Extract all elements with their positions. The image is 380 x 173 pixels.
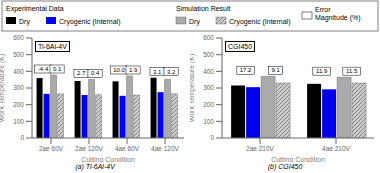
svg-text:3.1: 3.1 xyxy=(153,69,162,75)
svg-text:4ae 210V: 4ae 210V xyxy=(322,145,350,152)
svg-text:Error: Error xyxy=(315,6,331,13)
svg-text:400: 400 xyxy=(13,68,24,75)
svg-text:400: 400 xyxy=(203,68,214,75)
svg-text:300: 300 xyxy=(203,84,214,91)
html-text:(a) Ti-6Al-4V: (a) Ti-6Al-4V xyxy=(75,163,115,170)
svg-text:Work Temperature (K): Work Temperature (K) xyxy=(190,54,196,123)
svg-text:0.4: 0.4 xyxy=(91,70,100,76)
svg-text:600: 600 xyxy=(203,34,214,41)
svg-text:Cryogenic (Internal): Cryogenic (Internal) xyxy=(229,18,290,26)
svg-text:Magnitude (%): Magnitude (%) xyxy=(315,14,361,22)
svg-text:500: 500 xyxy=(203,51,214,58)
svg-text:3.2: 3.2 xyxy=(167,69,176,75)
html-text:CGI450: CGI450 xyxy=(228,43,253,50)
svg-text:600: 600 xyxy=(13,34,24,41)
svg-text:100: 100 xyxy=(203,118,214,125)
svg-text:300: 300 xyxy=(13,84,24,91)
svg-text:200: 200 xyxy=(203,101,214,108)
svg-text:100: 100 xyxy=(13,118,24,125)
svg-text:2ae 60V: 2ae 60V xyxy=(39,145,64,152)
svg-text:200: 200 xyxy=(13,101,24,108)
svg-text:1.9: 1.9 xyxy=(129,67,138,73)
svg-text:Dry: Dry xyxy=(19,18,30,26)
svg-text:-4.4: -4.4 xyxy=(38,66,49,72)
svg-text:500: 500 xyxy=(13,51,24,58)
svg-text:4ae 60V: 4ae 60V xyxy=(115,145,140,152)
svg-text:10.0: 10.0 xyxy=(113,67,125,73)
svg-text:4ae 120V: 4ae 120V xyxy=(151,145,179,152)
svg-text:2ae 210V: 2ae 210V xyxy=(246,145,274,152)
svg-text:11.9: 11.9 xyxy=(316,68,328,74)
svg-text:Cryogenic (Internal): Cryogenic (Internal) xyxy=(59,18,120,26)
svg-text:Experimental Data: Experimental Data xyxy=(8,5,64,13)
svg-text:17.2: 17.2 xyxy=(240,67,252,73)
html-text:(b) CGI450: (b) CGI450 xyxy=(267,163,303,170)
svg-text:2.7: 2.7 xyxy=(77,70,86,76)
svg-text:Cutting Condition: Cutting Condition xyxy=(81,156,135,162)
svg-text:Cutting Condition: Cutting Condition xyxy=(271,156,325,162)
svg-text:0: 0 xyxy=(20,134,24,141)
svg-text:0: 0 xyxy=(210,134,214,141)
svg-text:Dry: Dry xyxy=(189,18,200,26)
svg-text:Simulation Result: Simulation Result xyxy=(176,5,231,12)
svg-text:11.5: 11.5 xyxy=(346,68,358,74)
svg-text:2ae 120V: 2ae 120V xyxy=(75,145,103,152)
svg-text:9.1: 9.1 xyxy=(271,67,280,73)
html-text:Ti-6Al-4V: Ti-6Al-4V xyxy=(38,43,67,50)
svg-text:0.1: 0.1 xyxy=(53,66,62,72)
